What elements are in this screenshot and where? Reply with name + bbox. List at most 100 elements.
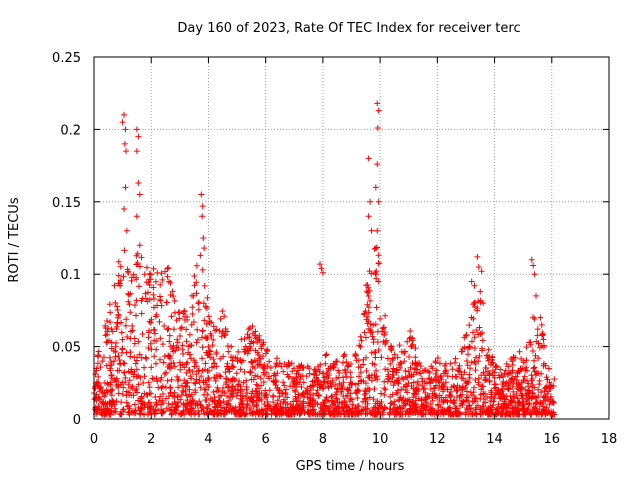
data-point bbox=[491, 374, 498, 381]
data-point bbox=[407, 328, 414, 335]
data-point bbox=[354, 387, 361, 394]
data-point bbox=[105, 408, 112, 415]
data-point bbox=[207, 395, 214, 402]
data-point bbox=[314, 381, 321, 388]
data-point bbox=[206, 401, 213, 408]
data-point bbox=[410, 394, 417, 401]
data-point bbox=[174, 377, 181, 384]
data-point bbox=[124, 403, 131, 410]
data-point bbox=[364, 313, 371, 320]
data-point bbox=[122, 126, 129, 133]
data-point bbox=[343, 373, 350, 380]
data-point bbox=[246, 324, 253, 331]
data-point bbox=[479, 329, 486, 336]
data-point bbox=[464, 345, 471, 352]
data-point bbox=[108, 392, 115, 399]
data-point bbox=[95, 373, 102, 380]
data-point bbox=[523, 364, 530, 371]
data-point bbox=[528, 395, 535, 402]
data-point bbox=[247, 405, 254, 412]
data-point bbox=[248, 376, 255, 383]
data-point bbox=[546, 401, 553, 408]
data-point bbox=[175, 345, 182, 352]
data-point bbox=[166, 332, 173, 339]
data-point bbox=[111, 358, 118, 365]
data-point bbox=[444, 373, 451, 380]
data-point bbox=[224, 392, 231, 399]
data-point bbox=[313, 372, 320, 379]
data-point bbox=[365, 374, 372, 381]
data-point bbox=[517, 365, 524, 372]
data-points bbox=[91, 100, 558, 418]
data-point bbox=[230, 375, 237, 382]
data-point bbox=[516, 348, 523, 355]
data-point bbox=[221, 405, 228, 412]
data-point bbox=[147, 319, 154, 326]
data-point bbox=[95, 404, 102, 411]
data-point bbox=[437, 404, 444, 411]
data-point bbox=[464, 379, 471, 386]
data-point bbox=[328, 383, 335, 390]
data-point bbox=[115, 352, 122, 359]
data-point bbox=[282, 391, 289, 398]
data-point bbox=[473, 411, 480, 418]
data-point bbox=[144, 289, 151, 296]
data-point bbox=[123, 227, 130, 234]
data-point bbox=[211, 360, 218, 367]
data-point bbox=[519, 395, 526, 402]
data-point bbox=[104, 318, 111, 325]
data-point bbox=[344, 363, 351, 370]
data-point bbox=[156, 318, 163, 325]
data-point bbox=[226, 408, 233, 415]
data-point bbox=[160, 400, 167, 407]
data-point bbox=[159, 383, 166, 390]
data-point bbox=[136, 191, 143, 198]
data-point bbox=[545, 365, 552, 372]
data-point bbox=[110, 347, 117, 354]
data-point bbox=[201, 245, 208, 252]
data-point bbox=[184, 402, 191, 409]
data-point bbox=[318, 265, 325, 272]
data-point bbox=[520, 359, 527, 366]
data-point bbox=[270, 405, 277, 412]
data-point bbox=[545, 409, 552, 416]
data-point bbox=[433, 374, 440, 381]
data-point bbox=[466, 402, 473, 409]
data-point bbox=[479, 383, 486, 390]
data-point bbox=[186, 367, 193, 374]
axis-ticks bbox=[93, 56, 610, 420]
data-point bbox=[338, 388, 345, 395]
data-point bbox=[247, 340, 254, 347]
data-point bbox=[219, 308, 226, 315]
data-point bbox=[435, 385, 442, 392]
data-point bbox=[234, 358, 241, 365]
data-point bbox=[167, 292, 174, 298]
data-point bbox=[429, 397, 436, 404]
y-tick-label: 0.25 bbox=[52, 51, 81, 66]
data-point bbox=[198, 373, 205, 380]
data-point bbox=[475, 263, 482, 270]
data-point bbox=[469, 392, 476, 399]
data-point bbox=[235, 348, 242, 355]
data-point bbox=[204, 410, 211, 417]
data-point bbox=[202, 360, 209, 367]
grid bbox=[94, 57, 609, 419]
data-point bbox=[410, 385, 417, 392]
data-point bbox=[133, 261, 140, 268]
data-point bbox=[135, 381, 142, 388]
data-point bbox=[264, 363, 271, 370]
data-point bbox=[292, 393, 299, 400]
data-point bbox=[515, 399, 522, 406]
x-tick-label: 6 bbox=[262, 432, 270, 447]
data-point bbox=[538, 389, 545, 396]
data-point bbox=[266, 375, 273, 382]
data-point bbox=[296, 406, 303, 413]
data-point bbox=[334, 411, 341, 418]
data-point bbox=[398, 386, 405, 393]
data-point bbox=[325, 374, 332, 381]
data-point bbox=[510, 393, 517, 400]
data-point bbox=[464, 397, 471, 404]
data-point bbox=[219, 388, 226, 395]
data-point bbox=[171, 398, 178, 405]
data-point bbox=[356, 373, 363, 380]
